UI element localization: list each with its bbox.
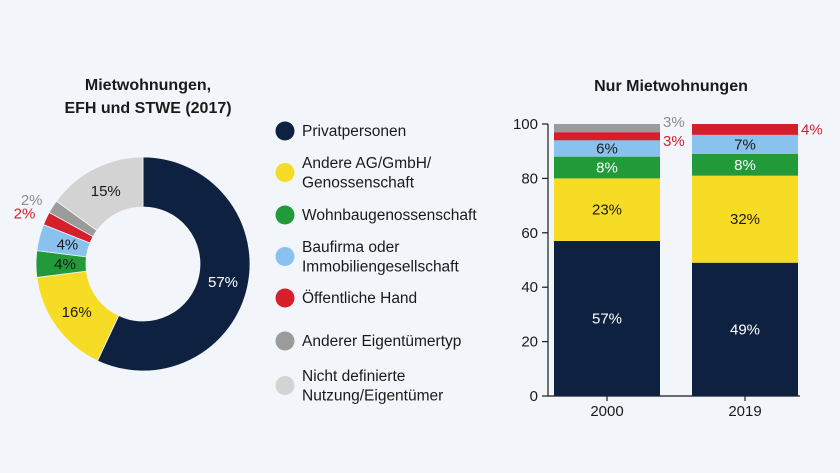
x-tick-label: 2019 bbox=[728, 403, 761, 420]
legend-label: Öffentliche Hand bbox=[302, 289, 417, 307]
y-tick-label: 60 bbox=[521, 225, 538, 242]
bar-segment bbox=[554, 140, 660, 157]
bar-chart-title: Nur Mietwohnungen bbox=[594, 78, 748, 95]
bar-segment bbox=[554, 124, 660, 133]
bar-segment bbox=[554, 156, 660, 179]
bar-segment-label: 8% bbox=[734, 157, 756, 174]
legend-label: Andere AG/GmbH/ bbox=[302, 155, 432, 172]
y-tick-label: 40 bbox=[521, 279, 538, 296]
y-tick-label: 20 bbox=[521, 334, 538, 351]
bar-segment-label: 57% bbox=[592, 310, 622, 327]
legend-label: Immobiliengesellschaft bbox=[302, 259, 459, 276]
bar-segment bbox=[692, 124, 798, 135]
legend-swatch bbox=[275, 121, 295, 141]
donut-slice-label: 2% bbox=[14, 205, 36, 222]
bar-segment bbox=[554, 240, 660, 396]
legend-label: Nicht definierte bbox=[302, 368, 405, 385]
bar-segment-label: 32% bbox=[730, 211, 760, 228]
bar-segment-label: 7% bbox=[734, 136, 756, 153]
bar-segment bbox=[692, 134, 798, 154]
x-tick-label: 2000 bbox=[590, 403, 623, 420]
bar-segment-label: 3% bbox=[663, 133, 685, 150]
legend-swatch bbox=[275, 247, 295, 266]
legend-swatch bbox=[275, 205, 295, 225]
donut-slice-label: 2% bbox=[21, 192, 43, 209]
legend-label: Genossenschaft bbox=[302, 175, 415, 192]
donut-slice-label: 16% bbox=[62, 304, 92, 321]
donut-title-line: Mietwohnungen, bbox=[85, 77, 211, 94]
donut-slice-label: 57% bbox=[208, 274, 238, 291]
donut-title-line: EFH und STWE (2017) bbox=[64, 100, 231, 117]
legend-label: Baufirma oder bbox=[302, 239, 399, 256]
donut-slice bbox=[55, 156, 144, 232]
legend-swatch bbox=[275, 376, 295, 395]
legend-label: Anderer Eigentümertyp bbox=[302, 333, 461, 350]
bar-segment bbox=[692, 153, 798, 176]
bar-segment bbox=[554, 132, 660, 141]
legend-swatch bbox=[275, 331, 295, 351]
donut-slice bbox=[96, 156, 251, 372]
donut-slice-label: 4% bbox=[54, 256, 76, 273]
legend-swatch bbox=[275, 288, 295, 308]
bar-segment bbox=[554, 178, 660, 241]
y-tick-label: 100 bbox=[513, 116, 538, 133]
donut-slice-label: 15% bbox=[91, 183, 121, 200]
bar-segment-label: 49% bbox=[730, 321, 760, 338]
bar-segment bbox=[692, 262, 798, 396]
bar-segment bbox=[692, 175, 798, 263]
bar-segment-label: 3% bbox=[663, 114, 685, 131]
donut-slice-label: 4% bbox=[57, 237, 79, 254]
legend-label: Wohnbaugenossenschaft bbox=[302, 207, 477, 224]
legend-swatch bbox=[275, 163, 295, 182]
legend-label: Nutzung/Eigentümer bbox=[302, 388, 443, 405]
y-tick-label: 80 bbox=[521, 170, 538, 187]
bar-segment-label: 23% bbox=[592, 202, 622, 219]
legend-label: Privatpersonen bbox=[302, 123, 406, 140]
y-tick-label: 0 bbox=[530, 388, 538, 405]
bar-segment-label: 4% bbox=[801, 121, 823, 138]
bar-segment-label: 8% bbox=[596, 160, 618, 177]
bar-segment-label: 6% bbox=[596, 140, 618, 157]
